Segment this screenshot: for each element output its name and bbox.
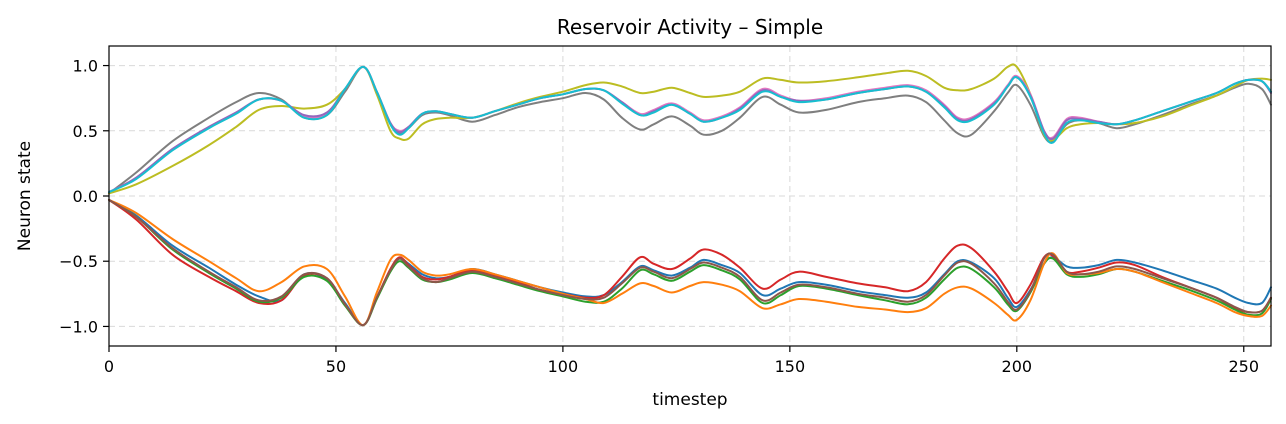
y-axis-label: Neuron state <box>15 141 35 251</box>
x-tick-label: 250 <box>1228 357 1259 376</box>
series-line-6 <box>108 198 1272 327</box>
x-tick-label: 0 <box>104 357 114 376</box>
y-tick-label: 0.5 <box>73 122 98 141</box>
y-tick-label: −1.0 <box>59 317 98 336</box>
y-tick-label: 1.0 <box>73 57 98 76</box>
series-line-2 <box>108 63 1272 195</box>
series-lines <box>108 63 1272 327</box>
y-tick-label: −0.5 <box>59 252 98 271</box>
series-line-8 <box>108 198 1272 327</box>
series-line-9 <box>108 198 1272 327</box>
chart-title: Reservoir Activity – Simple <box>557 15 823 39</box>
series-line-10 <box>108 198 1272 327</box>
series-line-1 <box>108 65 1272 195</box>
x-tick-label: 200 <box>1002 357 1033 376</box>
x-tick-label: 50 <box>326 357 346 376</box>
x-tick-label: 150 <box>775 357 806 376</box>
series-line-5 <box>108 65 1272 194</box>
x-axis-label: timestep <box>652 390 727 410</box>
x-tick-label: 100 <box>548 357 579 376</box>
series-line-7 <box>108 198 1272 327</box>
series-line-4 <box>108 65 1272 194</box>
y-tick-label: 0.0 <box>73 187 98 206</box>
x-axis-ticks: 0 50 100 150 200 250 <box>104 346 1259 376</box>
y-axis-ticks: 1.0 0.5 0.0 −0.5 −1.0 <box>59 57 109 336</box>
grid <box>108 46 1271 346</box>
series-line-3 <box>108 65 1272 194</box>
